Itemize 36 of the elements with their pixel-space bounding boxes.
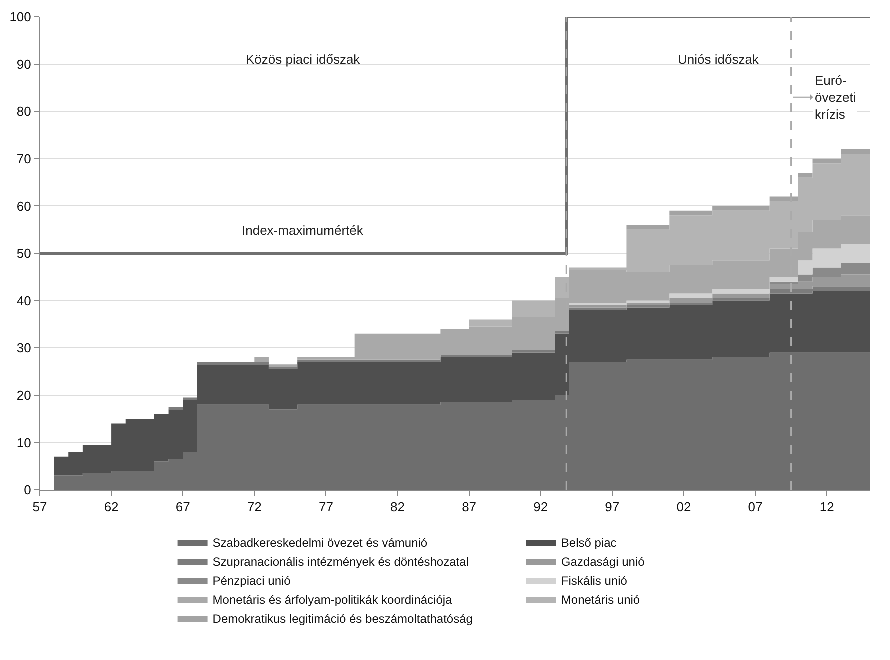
legend-label: Pénzpiaci unió — [212, 574, 292, 588]
x-tick-label: 97 — [605, 500, 620, 515]
legend-label: Monetáris és árfolyam-politikák koordinációja — [212, 593, 453, 608]
y-tick-label: 10 — [16, 435, 32, 450]
x-tick-label: 72 — [247, 500, 262, 515]
x-tick-label: 82 — [390, 500, 405, 515]
y-tick-label: 50 — [16, 246, 32, 262]
y-tick-label: 60 — [16, 198, 32, 214]
ref-line-label: Euró- övezeti krízis — [815, 73, 856, 122]
annotation: Közös piaci időszak — [246, 52, 361, 67]
legend-label: Demokratikus legitimáció és beszámoltathatóság — [212, 612, 473, 626]
x-tick-label: 77 — [318, 500, 334, 515]
x-tick-label: 57 — [32, 500, 48, 515]
x-tick-label: 87 — [462, 500, 477, 515]
y-tick-label: 80 — [16, 104, 32, 120]
legend-label: Szabadkereskedelmi övezet és vámunió — [212, 536, 428, 550]
y-tick-label: 40 — [16, 293, 32, 308]
legend-label: Fiskális unió — [561, 574, 628, 588]
series-label: Index-maximumérték — [242, 223, 364, 238]
legend-label: Belső piac — [561, 536, 617, 550]
y-tick-label: 30 — [16, 340, 32, 356]
x-tick-label: 67 — [176, 500, 190, 515]
legend-label: Szupranacionális intézmények és döntéshozatal — [212, 555, 469, 570]
y-tick-label: 90 — [16, 56, 32, 72]
x-tick-label: 12 — [820, 500, 834, 515]
y-tick-label: 20 — [16, 388, 32, 403]
y-tick-label: 100 — [10, 10, 32, 25]
x-tick-label: 62 — [104, 500, 119, 515]
legend-label: Gazdasági unió — [561, 555, 646, 570]
x-tick-label: 07 — [748, 500, 763, 515]
y-tick-label: 70 — [16, 151, 32, 166]
y-tick-label: 0 — [24, 482, 32, 498]
x-tick-label: 92 — [534, 500, 548, 515]
annotation: Uniós időszak — [678, 52, 760, 67]
legend-label: Monetáris unió — [561, 593, 640, 608]
x-tick-label: 02 — [676, 500, 692, 515]
